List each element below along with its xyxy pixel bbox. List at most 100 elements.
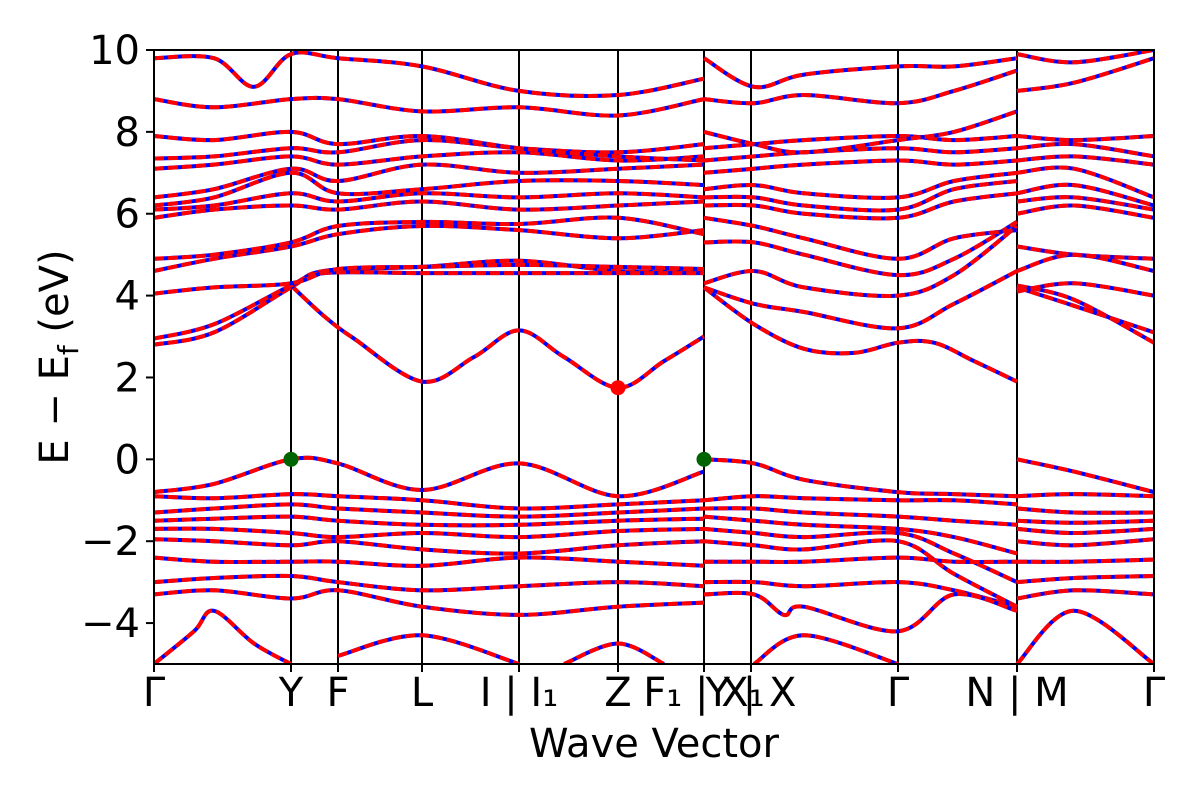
band-vb10c [563,641,665,664]
band-vb9c [1016,588,1154,601]
band-cb12c [1016,141,1154,159]
band-vb8c [1016,574,1154,585]
band-cb8c [1016,195,1154,212]
y-tick-label: 10 [89,28,140,74]
band-cb9c [1016,182,1154,208]
band-vb7 [154,555,705,568]
band-vb1c [1016,457,1154,495]
x-tick-label: Y [278,670,304,716]
marker-vbm [283,451,299,467]
band-vb4b [703,514,1018,556]
band-cb7c [1016,203,1154,220]
band-cb7b [703,191,1018,221]
extrema-markers [283,380,712,467]
band-cb14 [154,95,705,118]
band-cb9 [154,170,705,208]
band-vb6b [703,538,1018,609]
band-vb6c [1016,537,1154,548]
y-tick-label: 2 [115,355,140,401]
plot-background [154,50,1154,664]
x-tick-label: F [326,670,349,716]
band-cb6c [1016,244,1154,261]
band-cb1 [702,285,1018,384]
band-vb8 [154,573,705,593]
band-vb5 [154,526,705,540]
y-tick-label: 6 [115,192,140,238]
marker-vbm [696,451,712,467]
band-cb10 [154,162,705,200]
band-cb4c [1016,281,1154,298]
band-cb2b [703,269,1018,331]
band-vb2b [703,494,1018,507]
band-cb7 [154,199,705,220]
band-cb4 [154,262,705,296]
x-tick-label: Z [604,670,631,716]
band-vb2 [154,492,705,511]
band-cb11c [1016,154,1154,167]
band-cb14c [1016,56,1154,93]
band-vb3c [1016,506,1154,515]
band-cb13b [703,109,1018,155]
band-cb13 [154,129,705,163]
y-axis-title: E − Ef (eV) [32,249,85,464]
band-cb8b [703,179,1018,213]
x-tick-label: N | M [965,670,1068,716]
y-tick-label: 0 [115,437,140,483]
x-tick-label: I | I₁ [480,670,559,716]
band-cb5b [703,220,1019,278]
x-tick-label: Γ [887,670,910,716]
band-vb4c [1016,518,1154,525]
y-tick-label: 4 [115,274,140,320]
band-vb1b [703,457,1018,499]
band-vb9 [154,588,705,617]
band-cb13c [1016,134,1154,143]
band-cb3b [1016,285,1154,335]
band-cb6b [703,215,1018,261]
y-tick-label: −2 [81,519,140,565]
band-cb14b [703,68,1018,106]
band-cb15 [154,50,705,98]
band-cb15c [1016,50,1154,65]
band-vb2c [1016,492,1154,499]
band-cb11 [154,150,705,171]
x-tick-label: Γ [1143,670,1166,716]
x-tick-label: F₁ | X₁ [643,670,764,716]
band-vb10e [1015,608,1154,664]
band-vb1 [154,455,705,499]
band-cb15b [702,56,1018,90]
plot-area [154,50,1154,664]
band-cb11b [703,146,1018,163]
y-tick-label: 8 [115,110,140,156]
band-vb6 [154,537,705,556]
y-axis-ticks: 10 8 6 4 2 0 −2 −4 [81,28,154,647]
band-vb7b [704,555,1018,564]
x-tick-label: Y | X [705,670,797,716]
band-lines [154,50,1154,664]
band-cb1b [289,283,706,390]
plot-frame [153,49,1155,665]
band-vb5c [1016,526,1154,536]
band-vb9b [703,590,1018,634]
x-tick-label: L [411,670,434,716]
band-cb5 [154,223,705,273]
band-cb3-blue [154,270,704,341]
band-vb4 [154,514,705,528]
band-cb8 [154,191,705,212]
x-axis-title: Wave Vector [529,721,780,767]
band-vb3 [154,502,705,519]
band-cb12 [154,138,705,161]
band-cb6 [154,215,705,261]
band-vb10b [337,633,520,664]
band-vb10 [154,608,292,664]
x-tick-label: Γ [143,670,166,716]
band-vb10d [752,633,899,664]
band-vb5b [703,526,1018,584]
marker-cbm [610,380,626,396]
band-vb3b [703,506,1018,527]
band-cb10b [703,158,1018,175]
band-cb9b [703,170,1018,200]
y-tick-label: −4 [81,601,140,647]
band-cb10c [1016,165,1154,200]
